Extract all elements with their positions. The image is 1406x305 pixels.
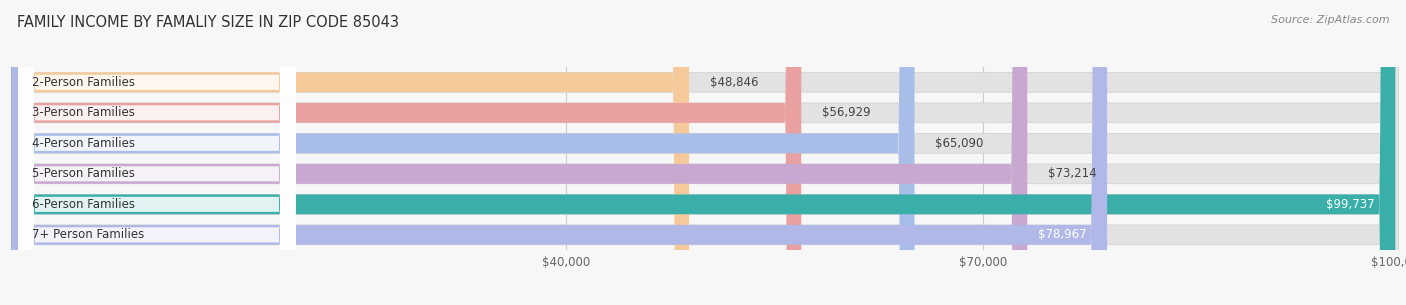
FancyBboxPatch shape	[11, 0, 1399, 305]
Text: $73,214: $73,214	[1047, 167, 1097, 180]
Text: 5-Person Families: 5-Person Families	[32, 167, 135, 180]
FancyBboxPatch shape	[11, 0, 1399, 305]
Text: 7+ Person Families: 7+ Person Families	[32, 228, 145, 241]
FancyBboxPatch shape	[11, 0, 914, 305]
Text: $65,090: $65,090	[935, 137, 984, 150]
Text: 2-Person Families: 2-Person Families	[32, 76, 135, 89]
FancyBboxPatch shape	[11, 0, 1399, 305]
Text: $78,967: $78,967	[1038, 228, 1087, 241]
FancyBboxPatch shape	[11, 0, 1399, 305]
FancyBboxPatch shape	[11, 0, 1399, 305]
FancyBboxPatch shape	[18, 0, 295, 305]
Text: Source: ZipAtlas.com: Source: ZipAtlas.com	[1271, 15, 1389, 25]
Text: $48,846: $48,846	[710, 76, 758, 89]
Text: 3-Person Families: 3-Person Families	[32, 106, 135, 119]
FancyBboxPatch shape	[18, 0, 295, 305]
FancyBboxPatch shape	[18, 0, 295, 305]
FancyBboxPatch shape	[18, 0, 295, 305]
FancyBboxPatch shape	[11, 0, 801, 305]
FancyBboxPatch shape	[11, 0, 1399, 305]
Text: FAMILY INCOME BY FAMALIY SIZE IN ZIP CODE 85043: FAMILY INCOME BY FAMALIY SIZE IN ZIP COD…	[17, 15, 399, 30]
FancyBboxPatch shape	[11, 0, 689, 305]
FancyBboxPatch shape	[18, 0, 295, 305]
Text: 6-Person Families: 6-Person Families	[32, 198, 135, 211]
FancyBboxPatch shape	[11, 0, 1107, 305]
FancyBboxPatch shape	[11, 0, 1028, 305]
Text: 4-Person Families: 4-Person Families	[32, 137, 135, 150]
Text: $56,929: $56,929	[823, 106, 870, 119]
FancyBboxPatch shape	[11, 0, 1395, 305]
Text: $99,737: $99,737	[1326, 198, 1375, 211]
FancyBboxPatch shape	[18, 0, 295, 305]
